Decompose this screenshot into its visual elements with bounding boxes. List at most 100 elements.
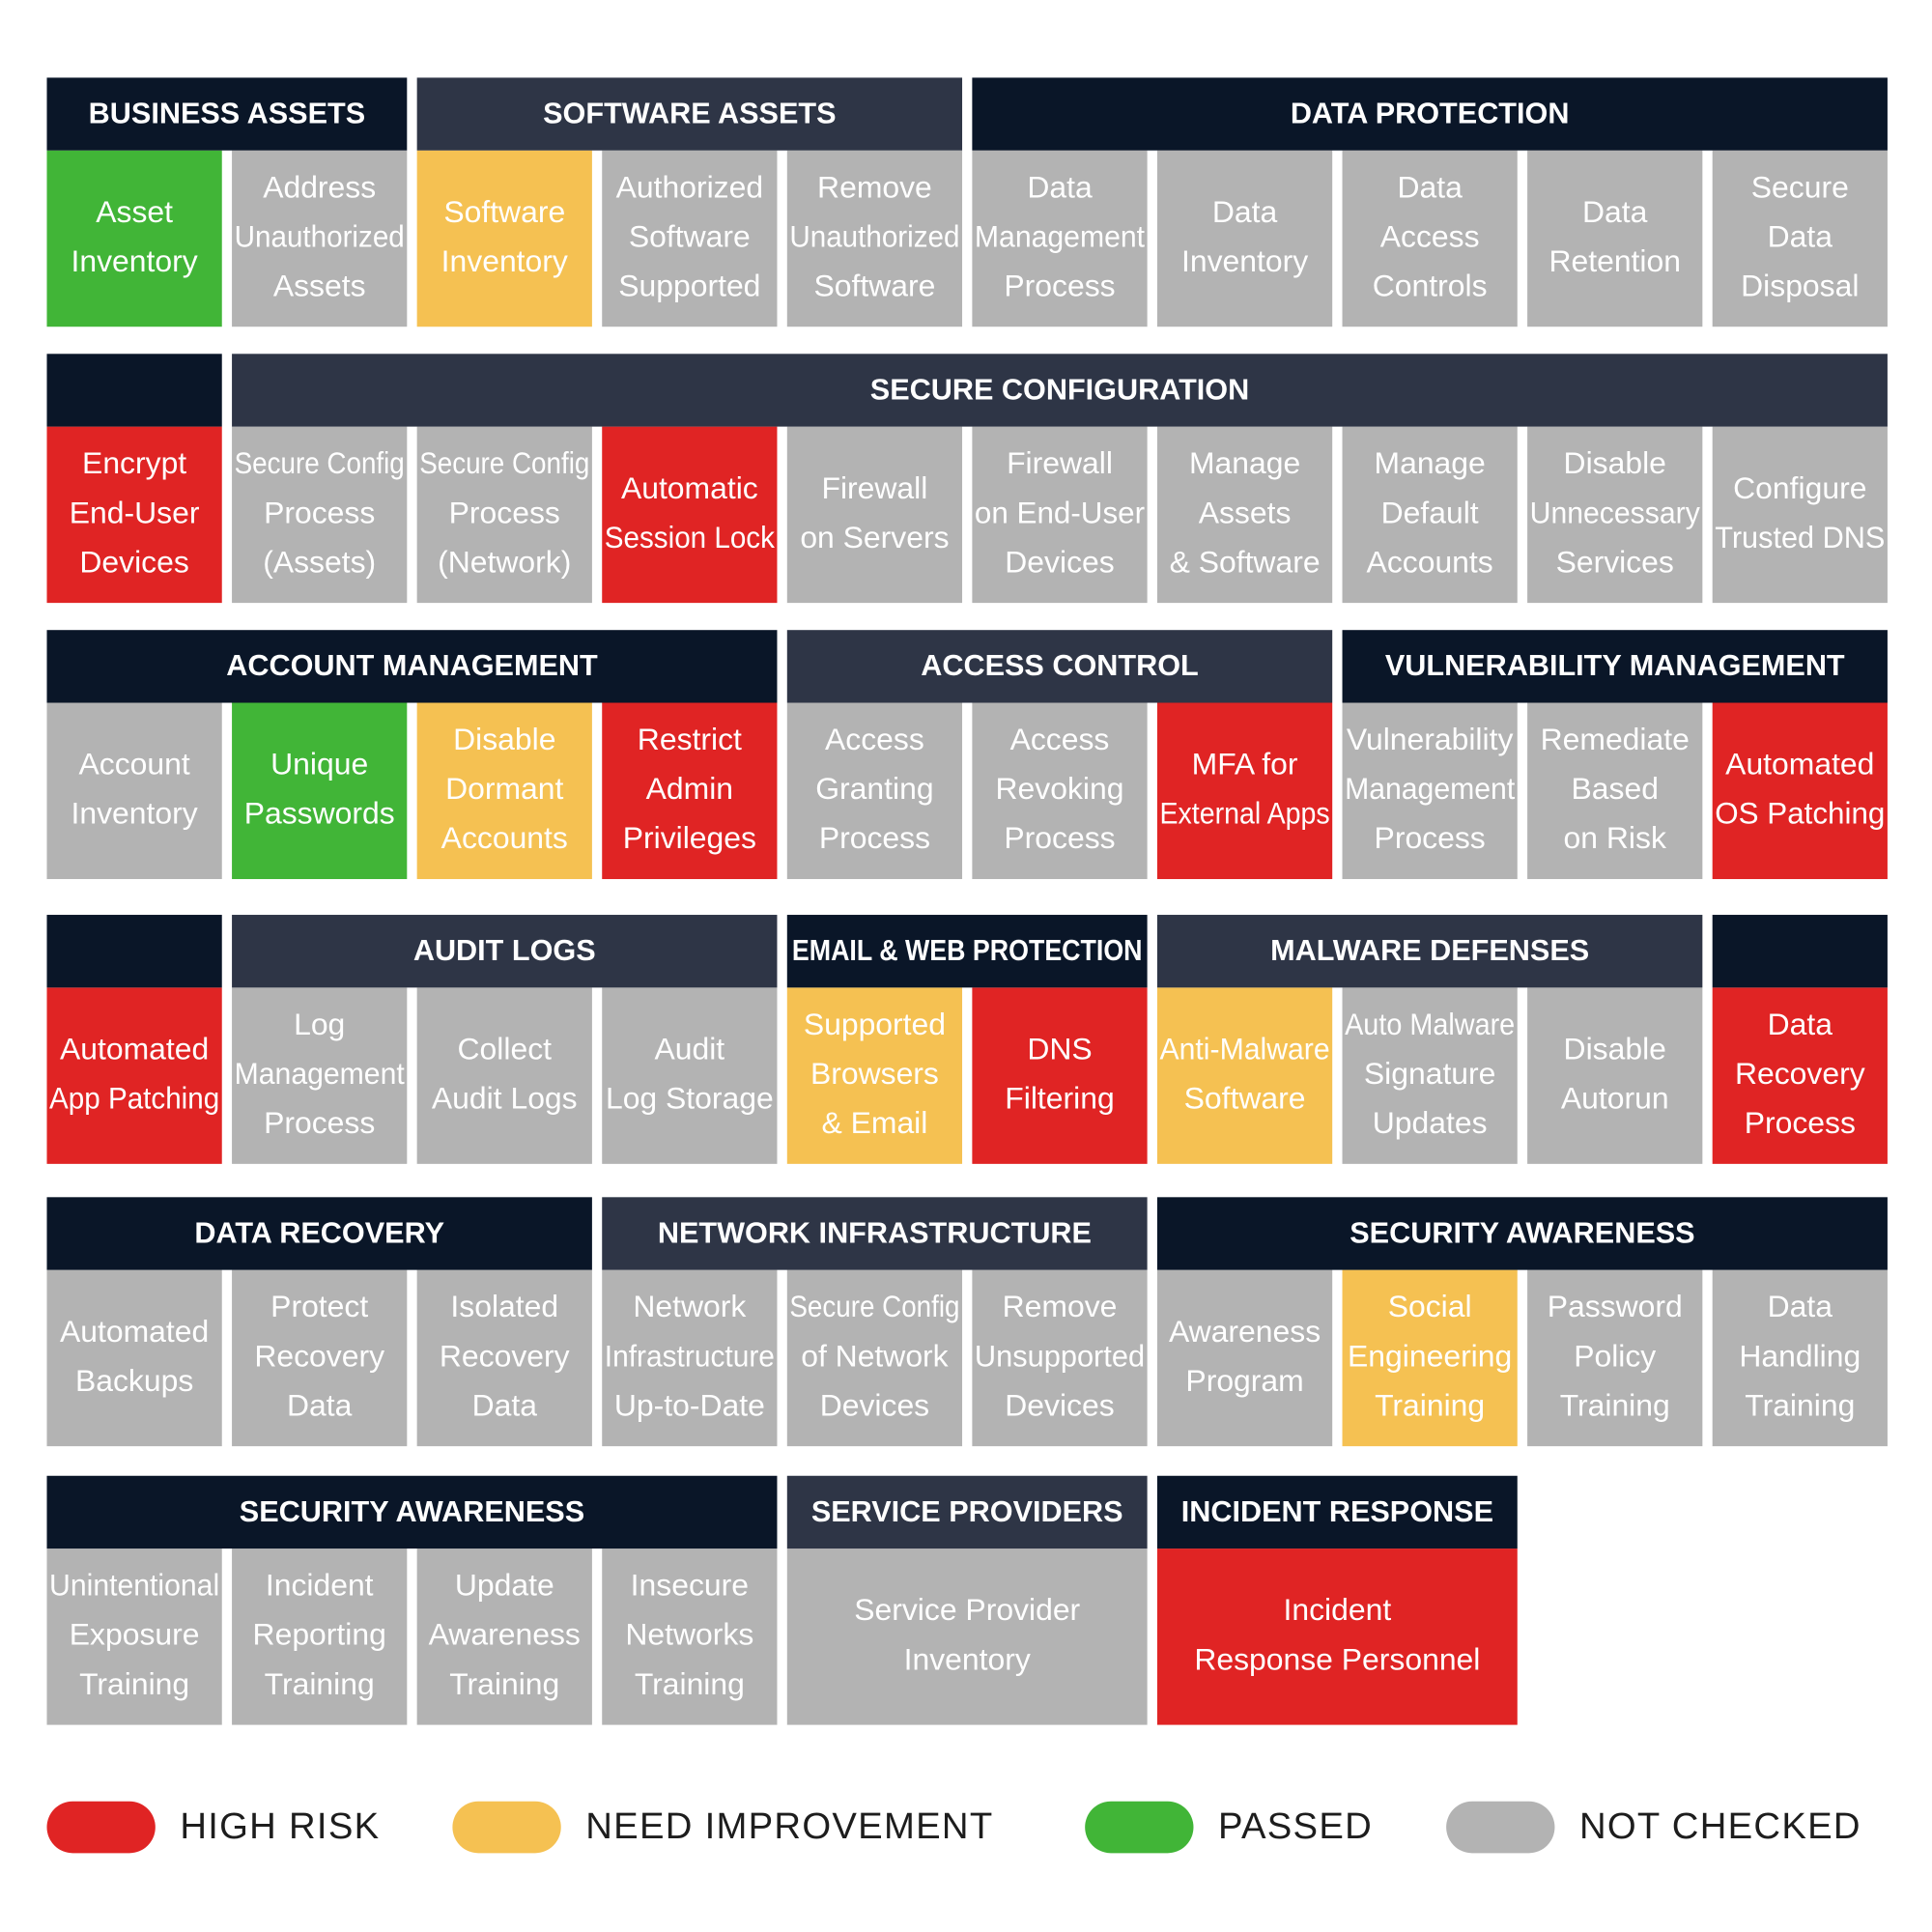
cell — [1342, 1269, 1518, 1447]
cell-label: Audit Logs — [432, 1081, 578, 1116]
cell-label: Auto Malware — [1345, 1007, 1515, 1041]
cell-label: Networks — [625, 1617, 753, 1652]
cell-label: on Servers — [800, 520, 949, 554]
cell — [1156, 702, 1333, 880]
cell-label: Insecure — [631, 1568, 749, 1603]
cell-label: & Email — [821, 1105, 927, 1140]
cell-label: End-User — [70, 495, 200, 529]
cell — [972, 426, 1148, 604]
cell — [786, 987, 963, 1164]
cell-label: Automated — [60, 1031, 209, 1065]
cell — [1342, 426, 1518, 604]
cell — [46, 1548, 222, 1725]
cell-label: Asset — [96, 194, 173, 229]
cell-label: Service Provider — [854, 1592, 1080, 1627]
cell-label: Process — [1745, 1105, 1856, 1140]
legend-swatch — [1085, 1801, 1194, 1854]
cell-label: Data — [1582, 194, 1648, 229]
cell-label: Data — [472, 1387, 538, 1422]
cell-label: Manage — [1375, 445, 1486, 480]
cell-label: Automated — [1725, 747, 1874, 781]
cell-label: Inventory — [1181, 243, 1308, 278]
cell-label: Process — [1004, 268, 1115, 302]
group-header — [786, 915, 1148, 988]
cell-label: & Software — [1170, 544, 1321, 579]
cell-label: Assets — [273, 268, 366, 302]
group-title: SECURE CONFIGURATION — [870, 373, 1249, 406]
group-title: ACCOUNT MANAGEMENT — [226, 649, 598, 682]
cell-label: Default — [1381, 495, 1479, 529]
cell — [416, 426, 592, 604]
cell-label: Restrict — [638, 722, 742, 756]
cell-label: Assets — [1199, 495, 1292, 529]
cell-label: Dormant — [445, 771, 563, 806]
cell-label: Encrypt — [82, 445, 186, 480]
cell-label: Access — [825, 722, 924, 756]
cell-label: Protect — [270, 1289, 368, 1323]
cell-label: Process — [449, 495, 560, 529]
cell — [46, 1269, 222, 1447]
cell — [786, 426, 963, 604]
cell-label: Remediate — [1541, 722, 1690, 756]
cell-label: Automatic — [621, 470, 758, 505]
cell-label: Unnecessary — [1530, 495, 1700, 529]
group-header — [46, 915, 222, 988]
group-header — [786, 1475, 1148, 1549]
cell-label: Process — [1004, 820, 1115, 855]
group-title: AUDIT LOGS — [413, 934, 596, 967]
cell-label: Controls — [1373, 268, 1488, 302]
cell — [1712, 426, 1888, 604]
cell-label: Access — [1010, 722, 1110, 756]
group-title: VULNERABILITY MANAGEMENT — [1385, 649, 1845, 682]
group-title: MALWARE DEFENSES — [1270, 934, 1589, 967]
cell — [232, 1548, 408, 1725]
cell-label: Retention — [1548, 243, 1681, 278]
cell — [786, 1269, 963, 1447]
cell-label: Anti-Malware — [1160, 1031, 1330, 1065]
group-header — [972, 77, 1888, 151]
cell-label: Inventory — [71, 796, 198, 831]
legend-label: PASSED — [1218, 1805, 1373, 1847]
group-header — [786, 630, 1333, 703]
legend-swatch — [46, 1801, 156, 1854]
group-title: SOFTWARE ASSETS — [543, 97, 836, 129]
cell-label: Configure — [1733, 470, 1866, 505]
group-title: SECURITY AWARENESS — [240, 1495, 584, 1528]
group-title: BUSINESS ASSETS — [89, 97, 365, 129]
cell-label: Training — [449, 1666, 559, 1701]
cell-label: Response Personnel — [1194, 1641, 1480, 1676]
cell-label: Disable — [453, 722, 555, 756]
cell-label: Training — [1375, 1387, 1485, 1422]
cell-label: Data — [1768, 218, 1833, 253]
group-header — [602, 1197, 1148, 1270]
cell-label: Based — [1572, 771, 1659, 806]
cell-label: Devices — [79, 544, 188, 579]
cell-label: Backups — [75, 1363, 193, 1398]
cell — [1342, 702, 1518, 880]
cell-label: Filtering — [1005, 1081, 1114, 1116]
cell-label: Passwords — [244, 796, 395, 831]
cell-label: External Apps — [1160, 796, 1330, 831]
cell-label: Program — [1185, 1363, 1303, 1398]
cell-label: Firewall — [821, 470, 927, 505]
cell — [46, 150, 222, 327]
cell-label: Handling — [1739, 1338, 1861, 1373]
cell — [1527, 426, 1703, 604]
cell — [1527, 987, 1703, 1164]
cell-label: Address — [263, 169, 376, 204]
group-header — [46, 1475, 778, 1549]
cell — [416, 150, 592, 327]
group-title: NETWORK INFRASTRUCTURE — [658, 1216, 1092, 1249]
cell-label: Process — [264, 1105, 375, 1140]
cell-label: Data — [1027, 169, 1093, 204]
cell — [1712, 150, 1888, 327]
cell-label: Granting — [815, 771, 933, 806]
group-title: DATA PROTECTION — [1291, 97, 1570, 129]
cell-label: Data — [1397, 169, 1463, 204]
cell-label: Automated — [60, 1314, 209, 1349]
group-header — [46, 1197, 592, 1270]
cell — [46, 426, 222, 604]
legend-swatch — [1446, 1801, 1555, 1854]
cell-label: Disposal — [1741, 268, 1859, 302]
